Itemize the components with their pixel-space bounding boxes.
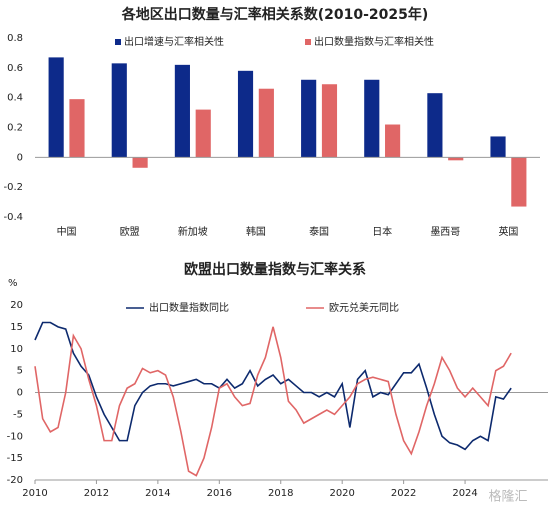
bar — [132, 157, 148, 168]
bar — [301, 79, 317, 158]
bar — [195, 109, 211, 158]
y-tick-label: 0.8 — [7, 33, 23, 44]
x-tick-label: 英国 — [498, 225, 518, 238]
y-tick-label: 5 — [17, 366, 23, 377]
legend-label: 出口数量指数同比 — [149, 301, 229, 314]
legend-label: 出口增速与汇率相关性 — [124, 35, 224, 48]
y-tick-label: 0.4 — [7, 93, 23, 104]
legend-label: 欧元兑美元同比 — [329, 301, 399, 314]
y-tick-label: 0 — [17, 152, 23, 163]
bar — [364, 79, 380, 158]
x-tick-label: 日本 — [372, 225, 392, 238]
bar — [237, 70, 254, 158]
y-tick-label: -5 — [13, 409, 23, 420]
x-tick-label: 2010 — [22, 488, 47, 499]
legend-swatch — [115, 39, 121, 45]
x-tick-label: 2022 — [391, 488, 416, 499]
x-tick-label: 2018 — [268, 488, 293, 499]
y-tick-label: 0 — [17, 388, 23, 399]
line-series — [34, 321, 512, 451]
legend-swatch — [305, 39, 311, 45]
bar — [321, 84, 338, 158]
x-tick-label: 2014 — [145, 488, 170, 499]
y-tick-label: -10 — [7, 431, 23, 442]
y-axis-label: % — [8, 278, 18, 289]
bar — [48, 57, 64, 158]
bar — [111, 63, 127, 158]
y-tick-label: 15 — [10, 322, 23, 333]
line-series — [34, 326, 512, 477]
bar — [69, 99, 85, 158]
x-tick-label: 2016 — [207, 488, 232, 499]
watermark: 格隆汇 — [488, 489, 527, 505]
x-tick-label: 泰国 — [309, 225, 329, 238]
bar — [427, 93, 443, 158]
bar — [490, 136, 506, 158]
bar — [448, 157, 464, 161]
chart-title: 欧盟出口数量指数与汇率关系 — [184, 261, 366, 278]
y-tick-label: 10 — [10, 344, 23, 355]
chart-title: 各地区出口数量与汇率相关系数(2010-2025年) — [121, 6, 429, 23]
y-tick-label: -0.4 — [3, 212, 23, 223]
x-tick-label: 2020 — [329, 488, 354, 499]
bar — [511, 157, 527, 207]
x-tick-label: 墨西哥 — [430, 226, 460, 238]
x-tick-label: 韩国 — [246, 225, 266, 238]
y-tick-label: 20 — [10, 300, 23, 311]
bar — [174, 64, 190, 158]
y-tick-label: -15 — [7, 453, 23, 464]
x-tick-label: 2012 — [84, 488, 109, 499]
x-tick-label: 中国 — [57, 225, 77, 238]
y-tick-label: 0.2 — [7, 123, 23, 134]
x-tick-label: 欧盟 — [120, 226, 140, 238]
y-tick-label: -20 — [7, 475, 23, 486]
x-tick-label: 2024 — [452, 488, 477, 499]
legend-label: 出口数量指数与汇率相关性 — [314, 35, 434, 48]
bar — [385, 124, 401, 158]
bar — [258, 88, 274, 158]
y-tick-label: -0.2 — [3, 182, 23, 193]
y-tick-label: 0.6 — [7, 63, 23, 74]
x-tick-label: 新加坡 — [178, 225, 208, 238]
